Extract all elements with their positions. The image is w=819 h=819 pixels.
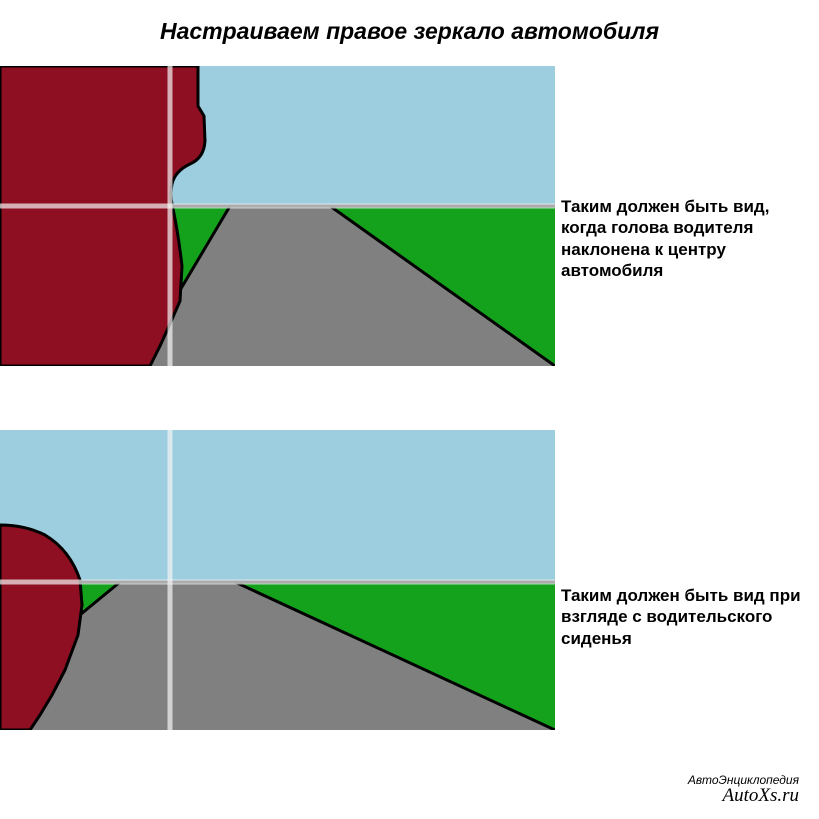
mirror-view-illustration-1 (0, 66, 555, 366)
footer: АвтоЭнциклопедия AutoXs.ru (688, 774, 799, 807)
page-title: Настраиваем правое зеркало автомобиля (0, 18, 819, 45)
mirror-view-illustration-2 (0, 430, 555, 730)
footer-site: AutoXs.ru (688, 786, 799, 807)
page: Настраиваем правое зеркало автомобиля Та… (0, 0, 819, 819)
mirror-view-panel-2 (0, 430, 555, 730)
mirror-view-panel-1 (0, 66, 555, 366)
panel-1-caption: Таким должен быть вид, когда голова води… (561, 196, 811, 281)
panel-2-caption: Таким должен быть вид при взгляде с води… (561, 585, 811, 649)
